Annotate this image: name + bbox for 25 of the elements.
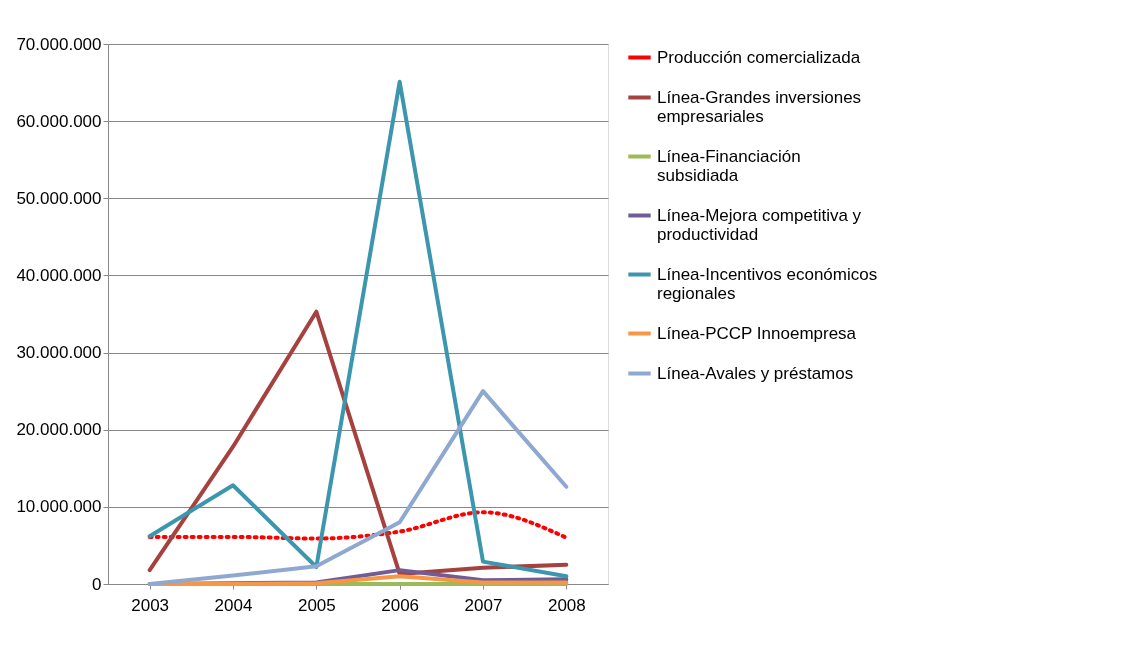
legend-label: Línea-Financiación subsidiada (657, 146, 801, 185)
x-tick-label: 2007 (464, 595, 503, 615)
y-tick-label: 30.000.000 (16, 343, 102, 363)
x-tick-label: 2005 (297, 595, 336, 615)
line-series (147, 309, 569, 576)
y-tick-label: 50.000.000 (16, 188, 102, 208)
y-tick-label: 40.000.000 (16, 265, 102, 285)
x-tick-label: 2003 (131, 595, 170, 615)
y-tick-label: 70.000.000 (16, 34, 102, 54)
y-tick-label: 0 (92, 574, 102, 594)
y-tick-label: 60.000.000 (16, 111, 102, 131)
legend-label: Línea-Mejora competitiva y productividad (657, 205, 862, 244)
line-series (147, 389, 569, 586)
legend-label: Línea-Grandes inversiones empresariales (657, 87, 862, 126)
y-tick-label: 20.000.000 (16, 420, 102, 440)
line-series (147, 510, 569, 541)
legend-label: Línea-PCCP Innoempresa (657, 323, 857, 343)
x-tick-label: 2004 (214, 595, 253, 615)
legend-label: Línea-Incentivos económicos regionales (657, 264, 878, 303)
line-series (147, 79, 569, 579)
legend-label: Producción comercializada (657, 47, 861, 67)
x-tick-label: 2006 (381, 595, 420, 615)
y-tick-label: 10.000.000 (16, 497, 102, 517)
legend-label: Línea-Avales y préstamos (657, 363, 854, 383)
x-tick-label: 2008 (547, 595, 586, 615)
